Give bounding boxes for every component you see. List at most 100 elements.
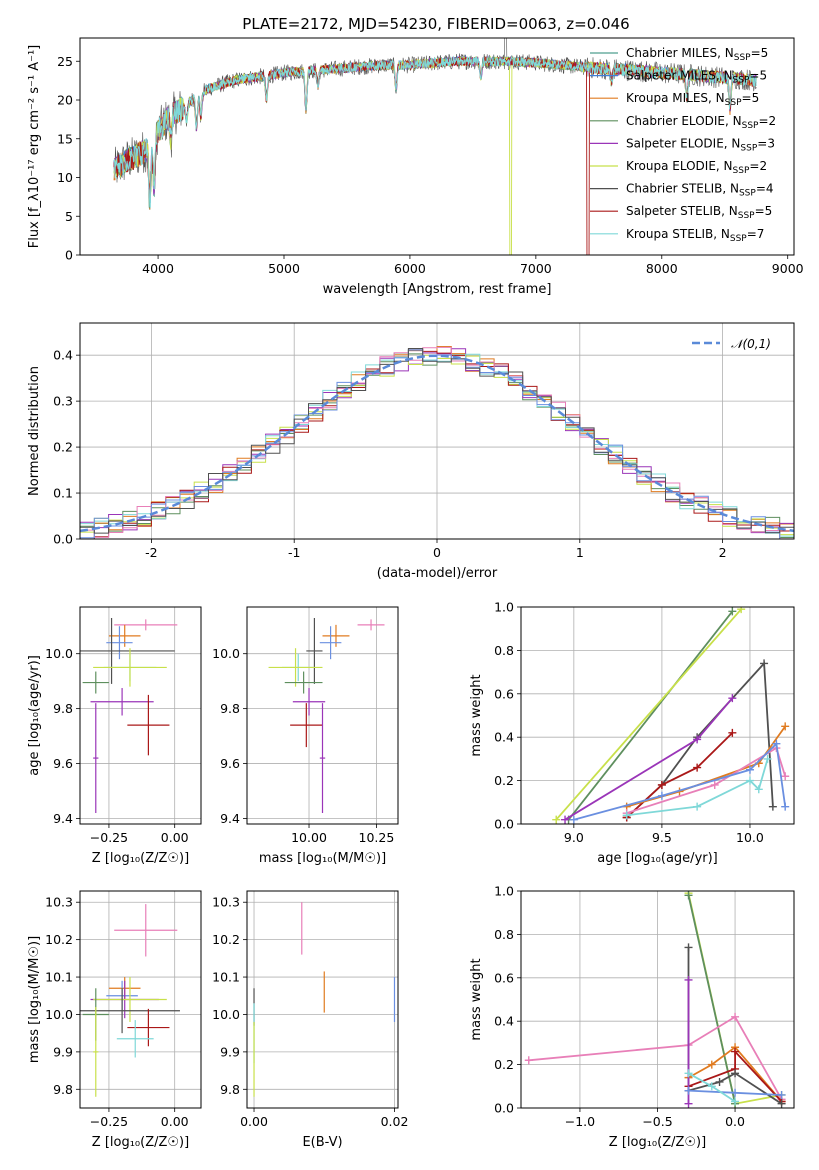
legend-label: Salpeter ELODIE, NSSP=3 <box>626 136 775 153</box>
weight-series-line <box>688 1049 783 1103</box>
weight-marker <box>731 1069 740 1078</box>
weight-marker <box>731 1088 740 1097</box>
legend-label: Salpeter STELIB, NSSP=5 <box>626 204 772 221</box>
y-tick-label: 0.4 <box>53 348 73 363</box>
weight-marker <box>760 659 769 668</box>
errorbar-point <box>82 671 109 694</box>
x-tick-label: −0.25 <box>90 1114 128 1129</box>
y-tick-label: 10.0 <box>45 1007 73 1022</box>
weight-marker <box>737 607 746 614</box>
y-tick-label: 10.3 <box>212 895 240 910</box>
y-tick-label: 10.0 <box>212 646 240 661</box>
weight-marker <box>684 1086 693 1095</box>
x-tick-label: 0.0 <box>725 1114 745 1129</box>
legend-label: Kroupa STELIB, NSSP=7 <box>626 227 764 244</box>
errorbar-point <box>114 904 178 957</box>
axes-frame <box>79 37 795 256</box>
y-tick-label: 9.8 <box>220 701 240 716</box>
x-tick-label: 0.02 <box>381 1114 409 1129</box>
y-tick-label: 10.0 <box>45 646 73 661</box>
errorbar-point <box>80 617 175 684</box>
errorbar-point <box>90 688 154 716</box>
errorbar-point <box>108 624 141 647</box>
panel-zw: −1.0 −0.5 0.0 0.0 0.2 0.4 0.6 0.8 1.0 Z [log₁₀(Z/… <box>469 884 795 1150</box>
y-tick-label: 0.4 <box>494 1014 514 1029</box>
x-tick-label: −1.0 <box>565 1114 595 1129</box>
x-axis-label: age [log₁₀(age/yr)] <box>597 851 718 866</box>
x-axis-label: Z [log₁₀(Z/Z☉)] <box>92 1135 189 1150</box>
weight-series-line <box>626 746 787 814</box>
legend-label: Kroupa ELODIE, NSSP=2 <box>626 159 767 176</box>
errorbar-point <box>106 626 133 660</box>
errorbar-point <box>80 988 180 1034</box>
x-tick-label: 0 <box>433 545 441 560</box>
weight-marker <box>552 815 561 824</box>
x-axis-label: mass [log₁₀(M/M☉)] <box>259 851 386 866</box>
axes-frame <box>79 322 795 540</box>
errorbar-point <box>292 688 326 716</box>
x-tick-label: 7000 <box>520 261 552 276</box>
x-tick-label: 0.00 <box>240 1114 268 1129</box>
x-tick-label: 6000 <box>394 261 426 276</box>
errorbar-point <box>319 626 342 660</box>
y-tick-label: 0.8 <box>494 643 514 658</box>
weight-marker <box>731 1047 740 1056</box>
errorbar-point <box>116 1020 154 1058</box>
spectrum-line <box>113 55 757 208</box>
axes-frame <box>79 890 202 1109</box>
y-tick-label: 10 <box>57 170 73 185</box>
y-axis-label: age [log₁₀(age/yr)] <box>27 655 42 776</box>
y-tick-label: 0.0 <box>53 532 73 547</box>
panel-hist: -2 -1 0 1 2 0.0 0.1 0.2 0.3 0.4 (data-model)/error… <box>27 322 795 581</box>
errorbar-point <box>290 703 323 748</box>
y-tick-label: 10.2 <box>212 932 240 947</box>
y-tick-label: 0.0 <box>494 817 514 832</box>
panel-spec: 4000 5000 6000 7000 8000 9000 0 5 10 15 20 25 wavele… <box>27 37 804 297</box>
axes-frame <box>79 606 202 825</box>
errorbar-point <box>114 619 178 631</box>
y-axis-label: mass [log₁₀(M/M☉)] <box>27 936 42 1063</box>
errorbar-point <box>306 617 323 684</box>
weight-series-line <box>687 895 736 1104</box>
y-tick-label: 0.2 <box>494 1057 514 1072</box>
y-tick-label: 9.9 <box>53 1044 73 1059</box>
weight-marker <box>754 785 763 794</box>
weight-marker <box>781 802 790 811</box>
legend-label: Kroupa MILES, NSSP=5 <box>626 91 759 108</box>
x-tick-label: 9.5 <box>652 830 672 845</box>
weight-marker <box>657 780 666 789</box>
y-axis-label: mass weight <box>469 958 484 1040</box>
weight-marker <box>745 765 754 774</box>
weight-marker <box>561 815 570 824</box>
plot-area <box>253 902 396 1097</box>
y-axis-label: Flux [f_λ10⁻¹⁷ erg cm⁻² s⁻¹ A⁻¹] <box>27 45 42 249</box>
x-tick-label: 10.25 <box>359 830 395 845</box>
weight-marker <box>745 776 754 785</box>
y-tick-label: 0.6 <box>494 686 514 701</box>
y-tick-label: 1.0 <box>494 884 514 899</box>
weight-marker <box>731 1097 740 1106</box>
weight-marker <box>728 728 737 737</box>
errorbar-point <box>93 648 167 687</box>
y-tick-label: 5 <box>65 209 73 224</box>
panel-za: −0.25 0.00 9.4 9.6 9.8 10.0 Z [log₁₀(Z/Z☉)] age… <box>27 606 202 866</box>
y-tick-label: 0.6 <box>494 970 514 985</box>
histogram-step <box>80 348 794 539</box>
weight-marker <box>781 772 790 781</box>
y-tick-label: 9.6 <box>220 756 240 771</box>
y-axis-label: Normed distribution <box>27 366 42 496</box>
weight-marker <box>772 739 781 748</box>
axes-frame <box>520 606 795 825</box>
errorbar-point <box>268 648 323 687</box>
plot-area <box>80 346 794 539</box>
weight-series-line <box>567 610 734 821</box>
y-tick-label: 9.4 <box>53 811 73 826</box>
plot-area <box>524 891 786 1108</box>
y-tick-label: 0.8 <box>494 927 514 942</box>
x-tick-label: 10.00 <box>291 830 327 845</box>
plot-area <box>552 607 790 824</box>
weight-marker <box>684 1099 693 1108</box>
y-tick-label: 0.0 <box>494 1101 514 1116</box>
y-tick-label: 9.8 <box>220 1082 240 1097</box>
x-tick-label: 10.0 <box>736 830 764 845</box>
